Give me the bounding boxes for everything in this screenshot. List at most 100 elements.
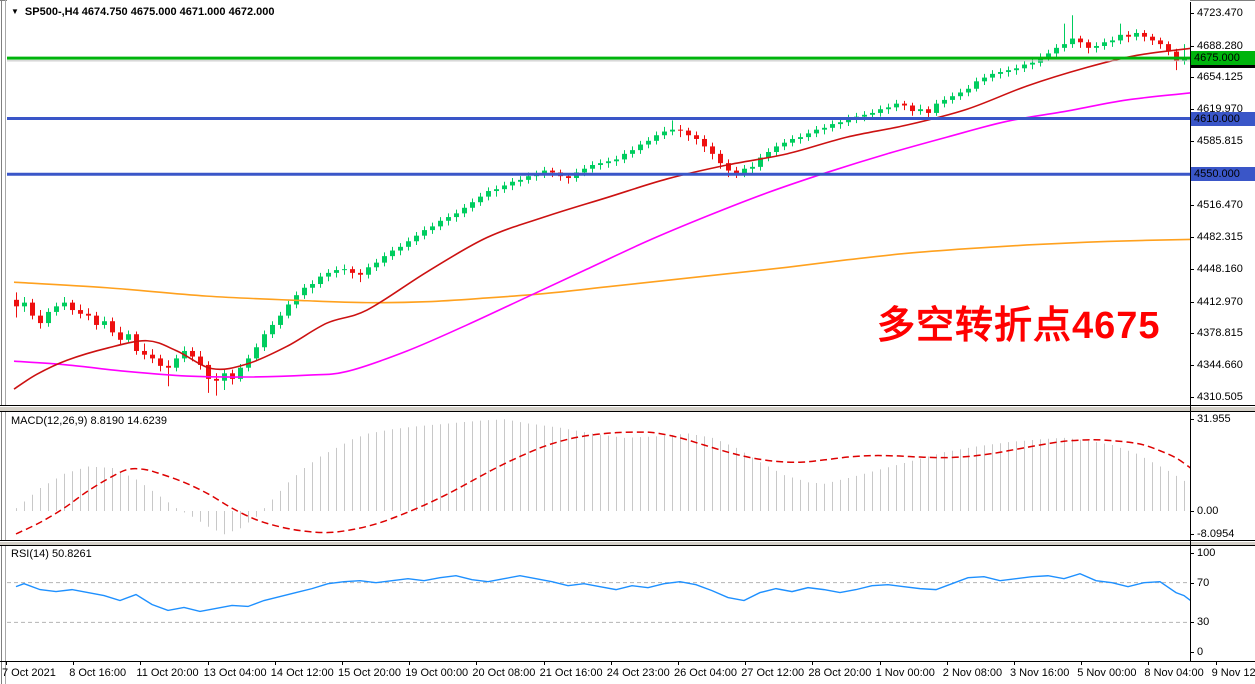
time-axis-label: 20 Oct 08:00	[472, 667, 536, 679]
candle-body-down	[726, 163, 731, 171]
window-border-left	[1, 0, 2, 684]
candle-body-up	[486, 191, 491, 197]
candle-body-up	[614, 159, 619, 162]
candle-body-up	[422, 230, 427, 236]
candle-body-up	[838, 122, 843, 125]
panel-separator-line	[0, 405, 1255, 406]
candle-body-down	[734, 170, 739, 175]
candle-body-up	[62, 302, 67, 307]
panel-separator-line	[0, 545, 1255, 546]
candle-body-down	[1150, 36, 1155, 41]
macd-axis-label: 0.00	[1197, 505, 1219, 517]
main-price-chart[interactable]	[7, 0, 1190, 405]
time-axis-label: 3 Nov 16:00	[1010, 667, 1070, 679]
candle-body-up	[670, 129, 675, 132]
chart-title-bar[interactable]: ▼ SP500-,H4 4674.750 4675.000 4671.000 4…	[11, 6, 274, 18]
time-tick-mark	[879, 661, 881, 665]
rsi-tick-mark	[1190, 652, 1194, 654]
candle-body-up	[414, 235, 419, 242]
time-axis-label: 27 Oct 12:00	[741, 667, 805, 679]
rsi-tick-mark	[1190, 552, 1194, 554]
chevron-down-icon[interactable]: ▼	[11, 7, 19, 16]
time-axis-label: 1 Nov 00:00	[875, 667, 935, 679]
panel-splitter[interactable]	[0, 406, 1255, 411]
macd-tick-mark	[1190, 534, 1194, 536]
symbol-ohlc-title: SP500-,H4 4674.750 4675.000 4671.000 467…	[24, 6, 275, 18]
price-axis-line[interactable]	[1190, 2, 1191, 661]
candle-body-up	[454, 213, 459, 218]
rsi-axis-label: 30	[1197, 616, 1210, 629]
time-axis-label: 26 Oct 04:00	[674, 667, 737, 679]
candle-body-up	[238, 367, 243, 379]
time-tick-mark	[1081, 661, 1083, 665]
candle-body-up	[958, 92, 963, 97]
candle-body-up	[374, 262, 379, 268]
price-axis-label: 4585.815	[1197, 134, 1243, 147]
ma-orange-line	[13, 238, 1190, 304]
time-axis-label: 28 Oct 20:00	[808, 667, 872, 679]
rsi-tick-mark	[1190, 622, 1194, 624]
candle-body-up	[1022, 64, 1027, 69]
candle-body-up	[1062, 44, 1067, 48]
candle-body-up	[334, 270, 339, 273]
candle-body-up	[742, 168, 747, 175]
rsi-indicator-chart[interactable]	[7, 546, 1190, 661]
candle-body-up	[758, 157, 763, 167]
candle-body-up	[1030, 62, 1035, 65]
time-tick-mark	[1215, 661, 1217, 665]
macd-axis-label: 31.955	[1197, 413, 1231, 426]
candle-body-down	[350, 269, 355, 273]
macd-signal-line	[15, 431, 1190, 535]
price-axis-label: 4378.815	[1197, 327, 1243, 340]
candle-body-down	[702, 138, 707, 147]
candle-body-down	[550, 170, 555, 173]
candle-body-up	[286, 304, 291, 316]
candle-body-up	[918, 109, 923, 112]
time-tick-mark	[207, 661, 209, 665]
price-axis-label: 4412.970	[1197, 295, 1243, 308]
candle-body-down	[678, 129, 683, 131]
price-tick-mark	[1190, 396, 1194, 398]
candle-body-up	[806, 133, 811, 138]
candle-body-up	[318, 276, 323, 285]
candle-body-down	[94, 315, 99, 325]
rsi-label: RSI(14) 50.8261	[11, 548, 92, 560]
candle-body-up	[262, 334, 267, 348]
candle-body-down	[118, 332, 123, 340]
time-axis-label: 2 Nov 08:00	[942, 667, 1003, 679]
candle-body-down	[70, 302, 75, 311]
candle-body-up	[526, 176, 531, 180]
candle-body-up	[974, 81, 979, 89]
macd-tick-mark	[1190, 511, 1194, 512]
candle-body-down	[190, 350, 195, 357]
candle-body-up	[310, 284, 315, 288]
rsi-axis-label: 100	[1197, 546, 1216, 559]
panel-splitter[interactable]	[0, 541, 1255, 546]
candle-body-down	[1142, 32, 1147, 37]
time-tick-mark	[274, 661, 276, 665]
time-axis-label: 13 Oct 04:00	[203, 667, 267, 679]
price-badge-4675_000: 4675.000	[1191, 51, 1255, 66]
time-tick-mark	[140, 661, 142, 665]
candle-body-down	[30, 302, 35, 316]
candle-body-up	[662, 131, 667, 136]
candle-body-down	[38, 315, 43, 324]
candle-body-up	[774, 146, 779, 152]
price-tick-mark	[1190, 77, 1194, 79]
panel-separator-line	[0, 411, 1255, 412]
time-tick-mark	[745, 661, 747, 665]
candle-body-up	[1118, 34, 1123, 41]
candle-body-up	[1070, 38, 1075, 45]
candle-body-up	[894, 103, 899, 108]
candle-body-up	[438, 220, 443, 227]
candle-body-up	[510, 181, 515, 186]
time-axis-label: 8 Nov 04:00	[1144, 667, 1204, 679]
price-tick-mark	[1190, 140, 1194, 142]
price-tick-mark	[1190, 12, 1194, 14]
candle-body-up	[494, 189, 499, 192]
price-axis-label: 4723.470	[1197, 6, 1243, 19]
ma-magenta-line	[13, 92, 1190, 378]
macd-indicator-chart[interactable]	[7, 412, 1190, 540]
candle-body-down	[14, 299, 19, 307]
candle-body-down	[902, 103, 907, 106]
